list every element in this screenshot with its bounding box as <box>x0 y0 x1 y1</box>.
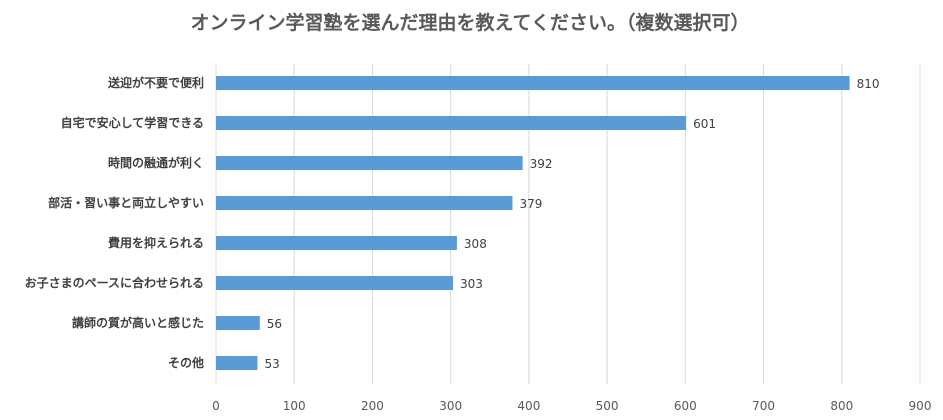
data-label: 392 <box>530 157 553 171</box>
x-tick-label: 600 <box>674 399 697 413</box>
category-label: お子さまのペースに合わせられる <box>25 275 204 290</box>
category-label: 部活・習い事と両立しやすい <box>48 195 204 210</box>
bar <box>216 76 850 90</box>
x-tick-label: 500 <box>596 399 619 413</box>
data-label: 601 <box>693 117 716 131</box>
bars: 810 601 392 379 308 303 56 53 <box>216 76 880 371</box>
data-label: 379 <box>519 197 542 211</box>
bar <box>216 316 260 330</box>
bar <box>216 356 258 370</box>
data-label: 56 <box>267 317 282 331</box>
data-label: 810 <box>857 77 880 91</box>
category-label: 時間の融通が利く <box>108 155 204 170</box>
chart-title: オンライン学習塾を選んだ理由を教えてください。（複数選択可） <box>191 11 750 34</box>
bar <box>216 276 454 290</box>
x-tick-label: 200 <box>361 399 384 413</box>
gridlines <box>215 64 921 384</box>
x-tick-label: 700 <box>752 399 775 413</box>
bar <box>216 236 457 250</box>
x-tick-label: 900 <box>909 399 932 413</box>
category-label: 送迎が不要で便利 <box>107 75 204 90</box>
x-tick-label: 300 <box>439 399 462 413</box>
x-tick-label: 0 <box>212 399 220 413</box>
x-tick-labels: 0 100 200 300 400 500 600 700 800 900 <box>212 399 931 413</box>
bar <box>216 156 523 170</box>
data-label: 53 <box>264 357 279 371</box>
data-label: 303 <box>460 277 483 291</box>
x-tick-label: 800 <box>830 399 853 413</box>
x-tick-label: 100 <box>283 399 306 413</box>
category-label: 費用を抑えられる <box>108 235 204 250</box>
category-labels: 送迎が不要で便利自宅で安心して学習できる時間の融通が利く部活・習い事と両立しやす… <box>25 75 204 370</box>
bar <box>216 196 513 210</box>
category-label: 講師の質が高いと感じた <box>72 315 204 330</box>
x-tick-label: 400 <box>517 399 540 413</box>
category-label: 自宅で安心して学習できる <box>61 115 204 130</box>
bar <box>216 116 687 130</box>
category-label: その他 <box>168 355 204 370</box>
data-label: 308 <box>464 237 487 251</box>
